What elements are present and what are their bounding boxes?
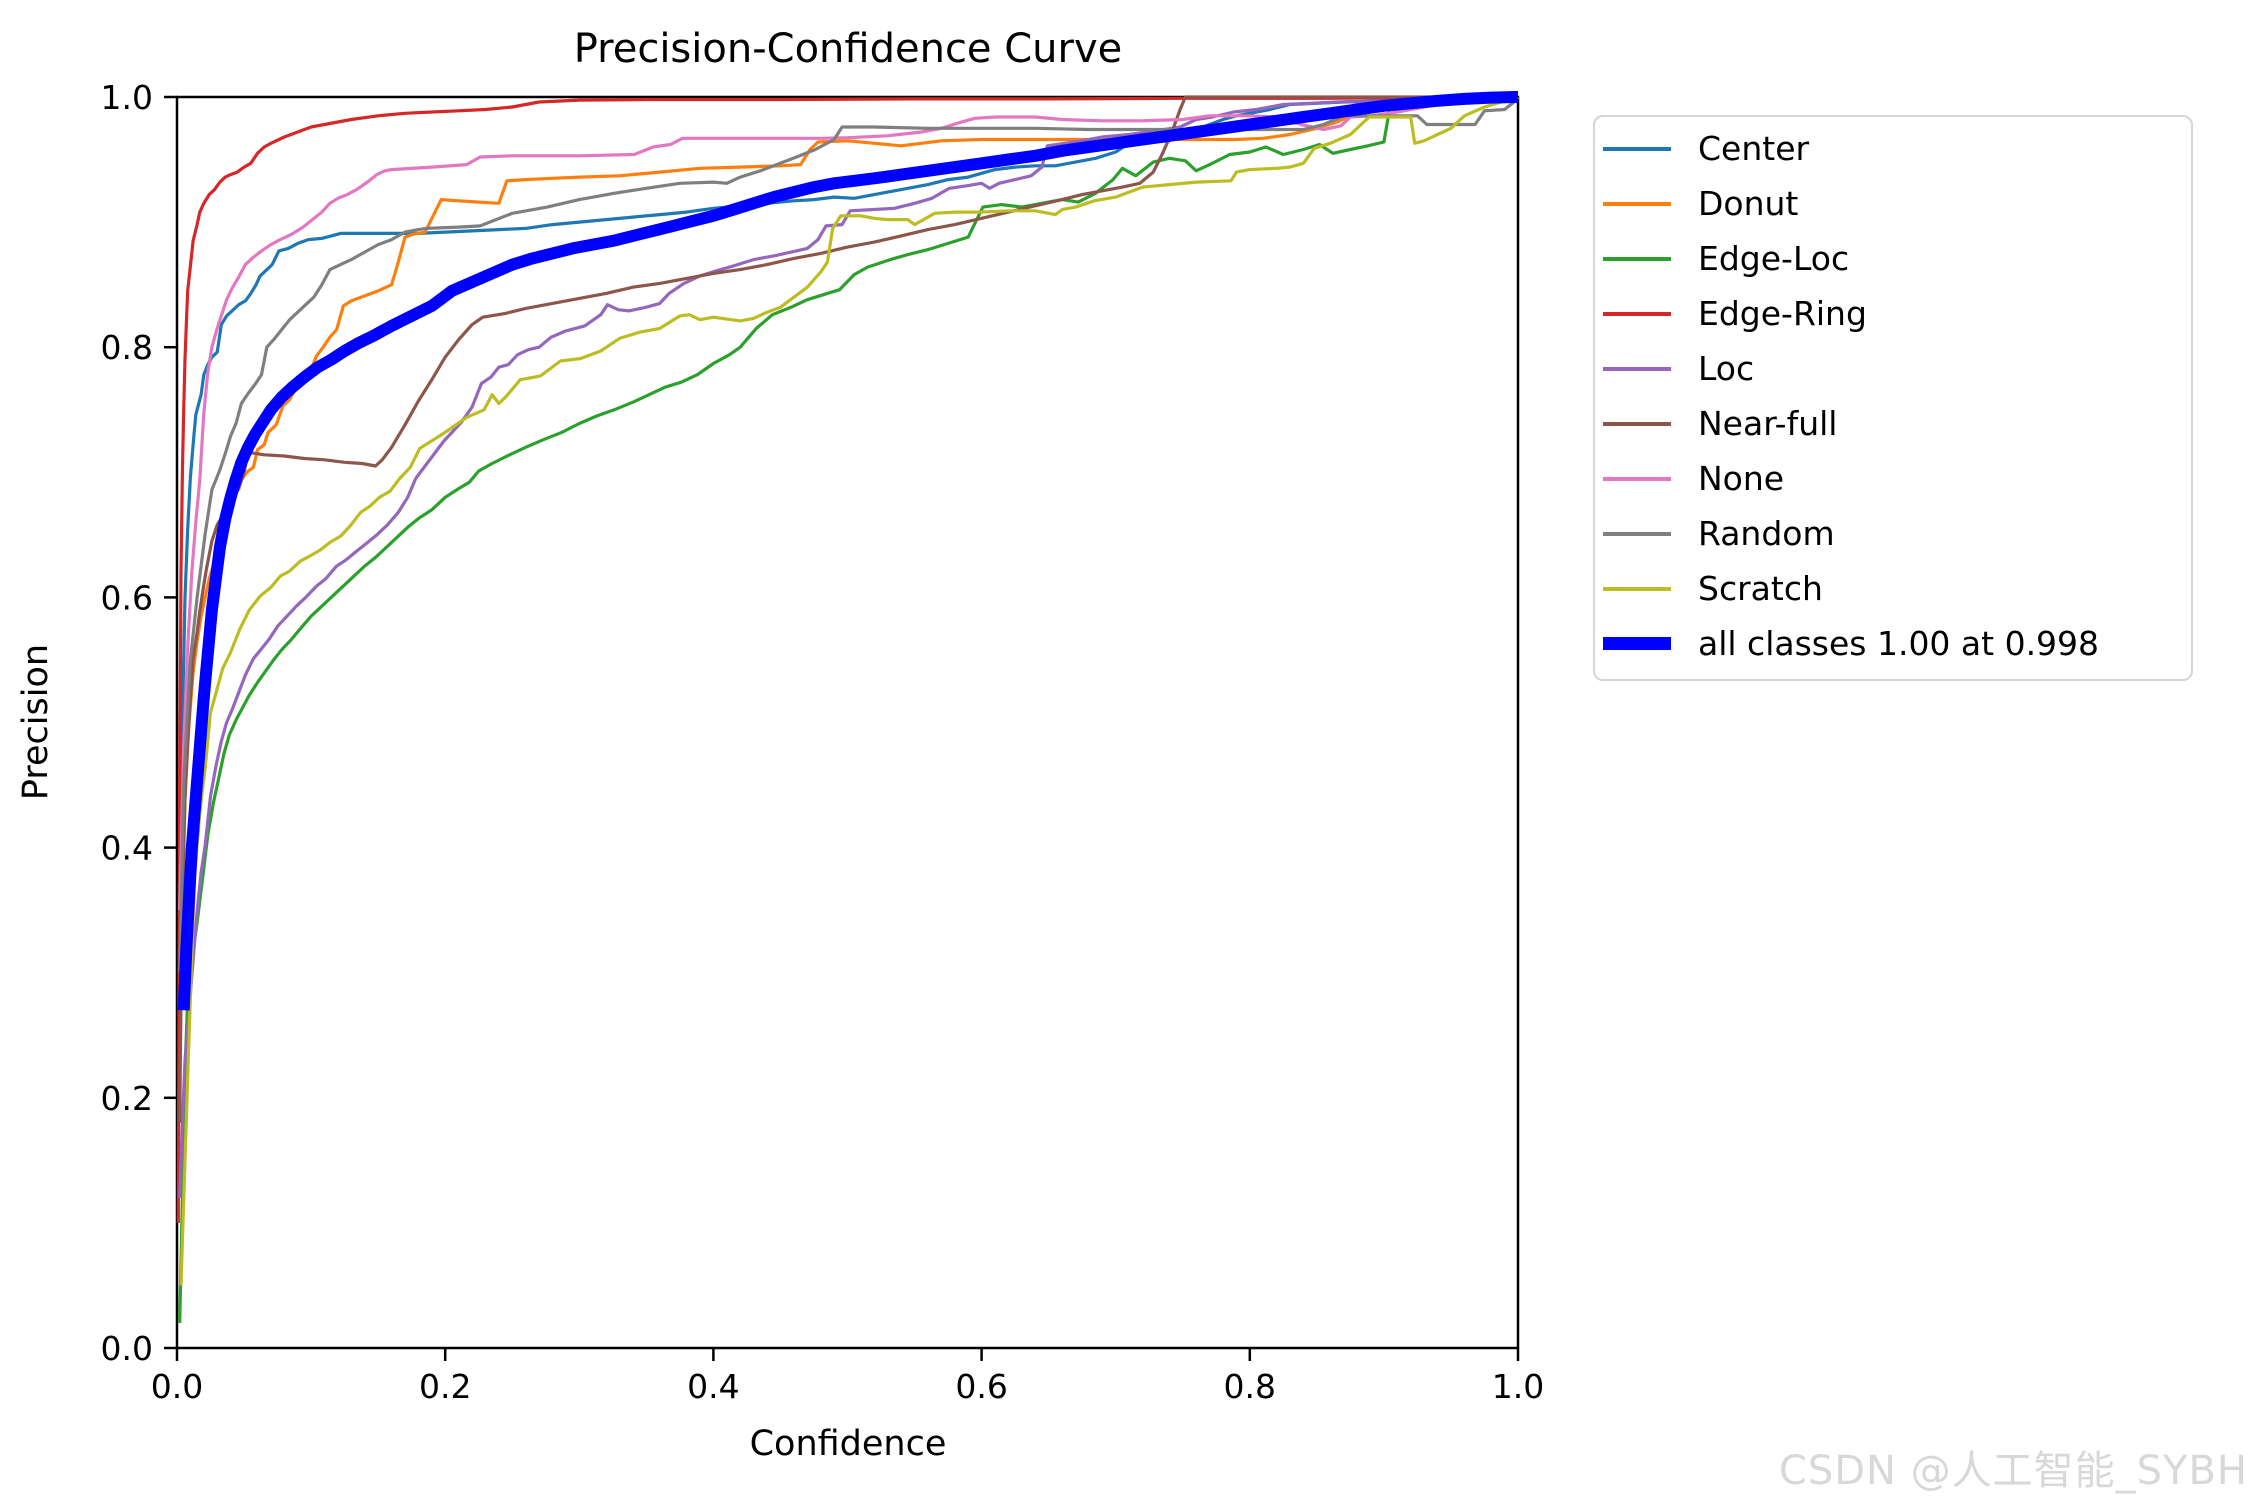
legend-label: all classes 1.00 at 0.998 bbox=[1698, 624, 2100, 663]
curve-none bbox=[178, 95, 1519, 911]
y-tick-label: 1.0 bbox=[101, 78, 153, 117]
y-tick-label: 0.6 bbox=[101, 578, 153, 617]
legend-line-none bbox=[1603, 476, 1671, 481]
x-tick-label: 1.0 bbox=[1492, 1367, 1544, 1406]
legend-label: Donut bbox=[1698, 184, 1799, 223]
legend-label: Random bbox=[1698, 514, 1835, 553]
legend-label: Center bbox=[1698, 129, 1810, 168]
y-tick-label: 0.4 bbox=[101, 829, 153, 868]
x-tick-label: 0.8 bbox=[1224, 1367, 1276, 1406]
curve-scratch bbox=[179, 95, 1519, 1286]
curve-center bbox=[178, 95, 1518, 973]
curve-near-full bbox=[178, 95, 1518, 1123]
legend-line-donut bbox=[1603, 201, 1671, 206]
curve-edge-loc bbox=[178, 95, 1519, 1324]
legend-line-near-full bbox=[1603, 421, 1671, 426]
legend-line-random bbox=[1603, 531, 1671, 536]
y-tick-label: 0.8 bbox=[101, 328, 153, 367]
y-tick-label: 0.0 bbox=[101, 1329, 153, 1368]
legend-line-loc bbox=[1603, 366, 1671, 371]
legend-label: Near-full bbox=[1698, 404, 1838, 443]
x-tick-label: 0.0 bbox=[151, 1367, 203, 1406]
legend-item-random: Random bbox=[1595, 506, 2191, 561]
axes-spines bbox=[175, 95, 1520, 1350]
y-tick-label: 0.2 bbox=[101, 1079, 153, 1118]
x-tick-label: 0.2 bbox=[419, 1367, 471, 1406]
legend-label: Edge-Ring bbox=[1698, 294, 1867, 333]
legend-item-loc: Loc bbox=[1595, 341, 2191, 396]
legend-line-edge-loc bbox=[1603, 256, 1671, 261]
y-axis-label: Precision bbox=[16, 643, 56, 801]
x-axis-label: Confidence bbox=[749, 1424, 947, 1464]
curve-random bbox=[178, 96, 1520, 973]
legend-item-near-full: Near-full bbox=[1595, 396, 2191, 451]
legend-label: None bbox=[1698, 459, 1785, 498]
legend-label: Loc bbox=[1698, 349, 1755, 388]
legend-item-all-classes: all classes 1.00 at 0.998 bbox=[1595, 616, 2191, 671]
curve-edge-ring bbox=[176, 95, 1519, 1223]
legend: Center Donut Edge-Loc Edge-Ring Loc Near… bbox=[1593, 115, 2193, 681]
legend-line-scratch bbox=[1603, 586, 1671, 591]
legend-line-center bbox=[1603, 146, 1671, 151]
x-tick-label: 0.4 bbox=[687, 1367, 739, 1406]
watermark: CSDN @人工智能_SYBH bbox=[1778, 1448, 2248, 1494]
legend-line-all-classes bbox=[1603, 637, 1671, 650]
legend-item-scratch: Scratch bbox=[1595, 561, 2191, 616]
legend-label: Scratch bbox=[1698, 569, 1823, 608]
curve-loc bbox=[178, 95, 1519, 1198]
legend-item-center: Center bbox=[1595, 121, 2191, 176]
x-tick-label: 0.6 bbox=[955, 1367, 1007, 1406]
legend-item-donut: Donut bbox=[1595, 176, 2191, 231]
legend-item-edge-loc: Edge-Loc bbox=[1595, 231, 2191, 286]
legend-line-edge-ring bbox=[1603, 311, 1671, 316]
legend-label: Edge-Loc bbox=[1698, 239, 1850, 278]
chart-title: Precision-Confidence Curve bbox=[573, 26, 1123, 72]
legend-item-edge-ring: Edge-Ring bbox=[1595, 286, 2191, 341]
curve-all-classes bbox=[177, 91, 1522, 1011]
legend-item-none: None bbox=[1595, 451, 2191, 506]
